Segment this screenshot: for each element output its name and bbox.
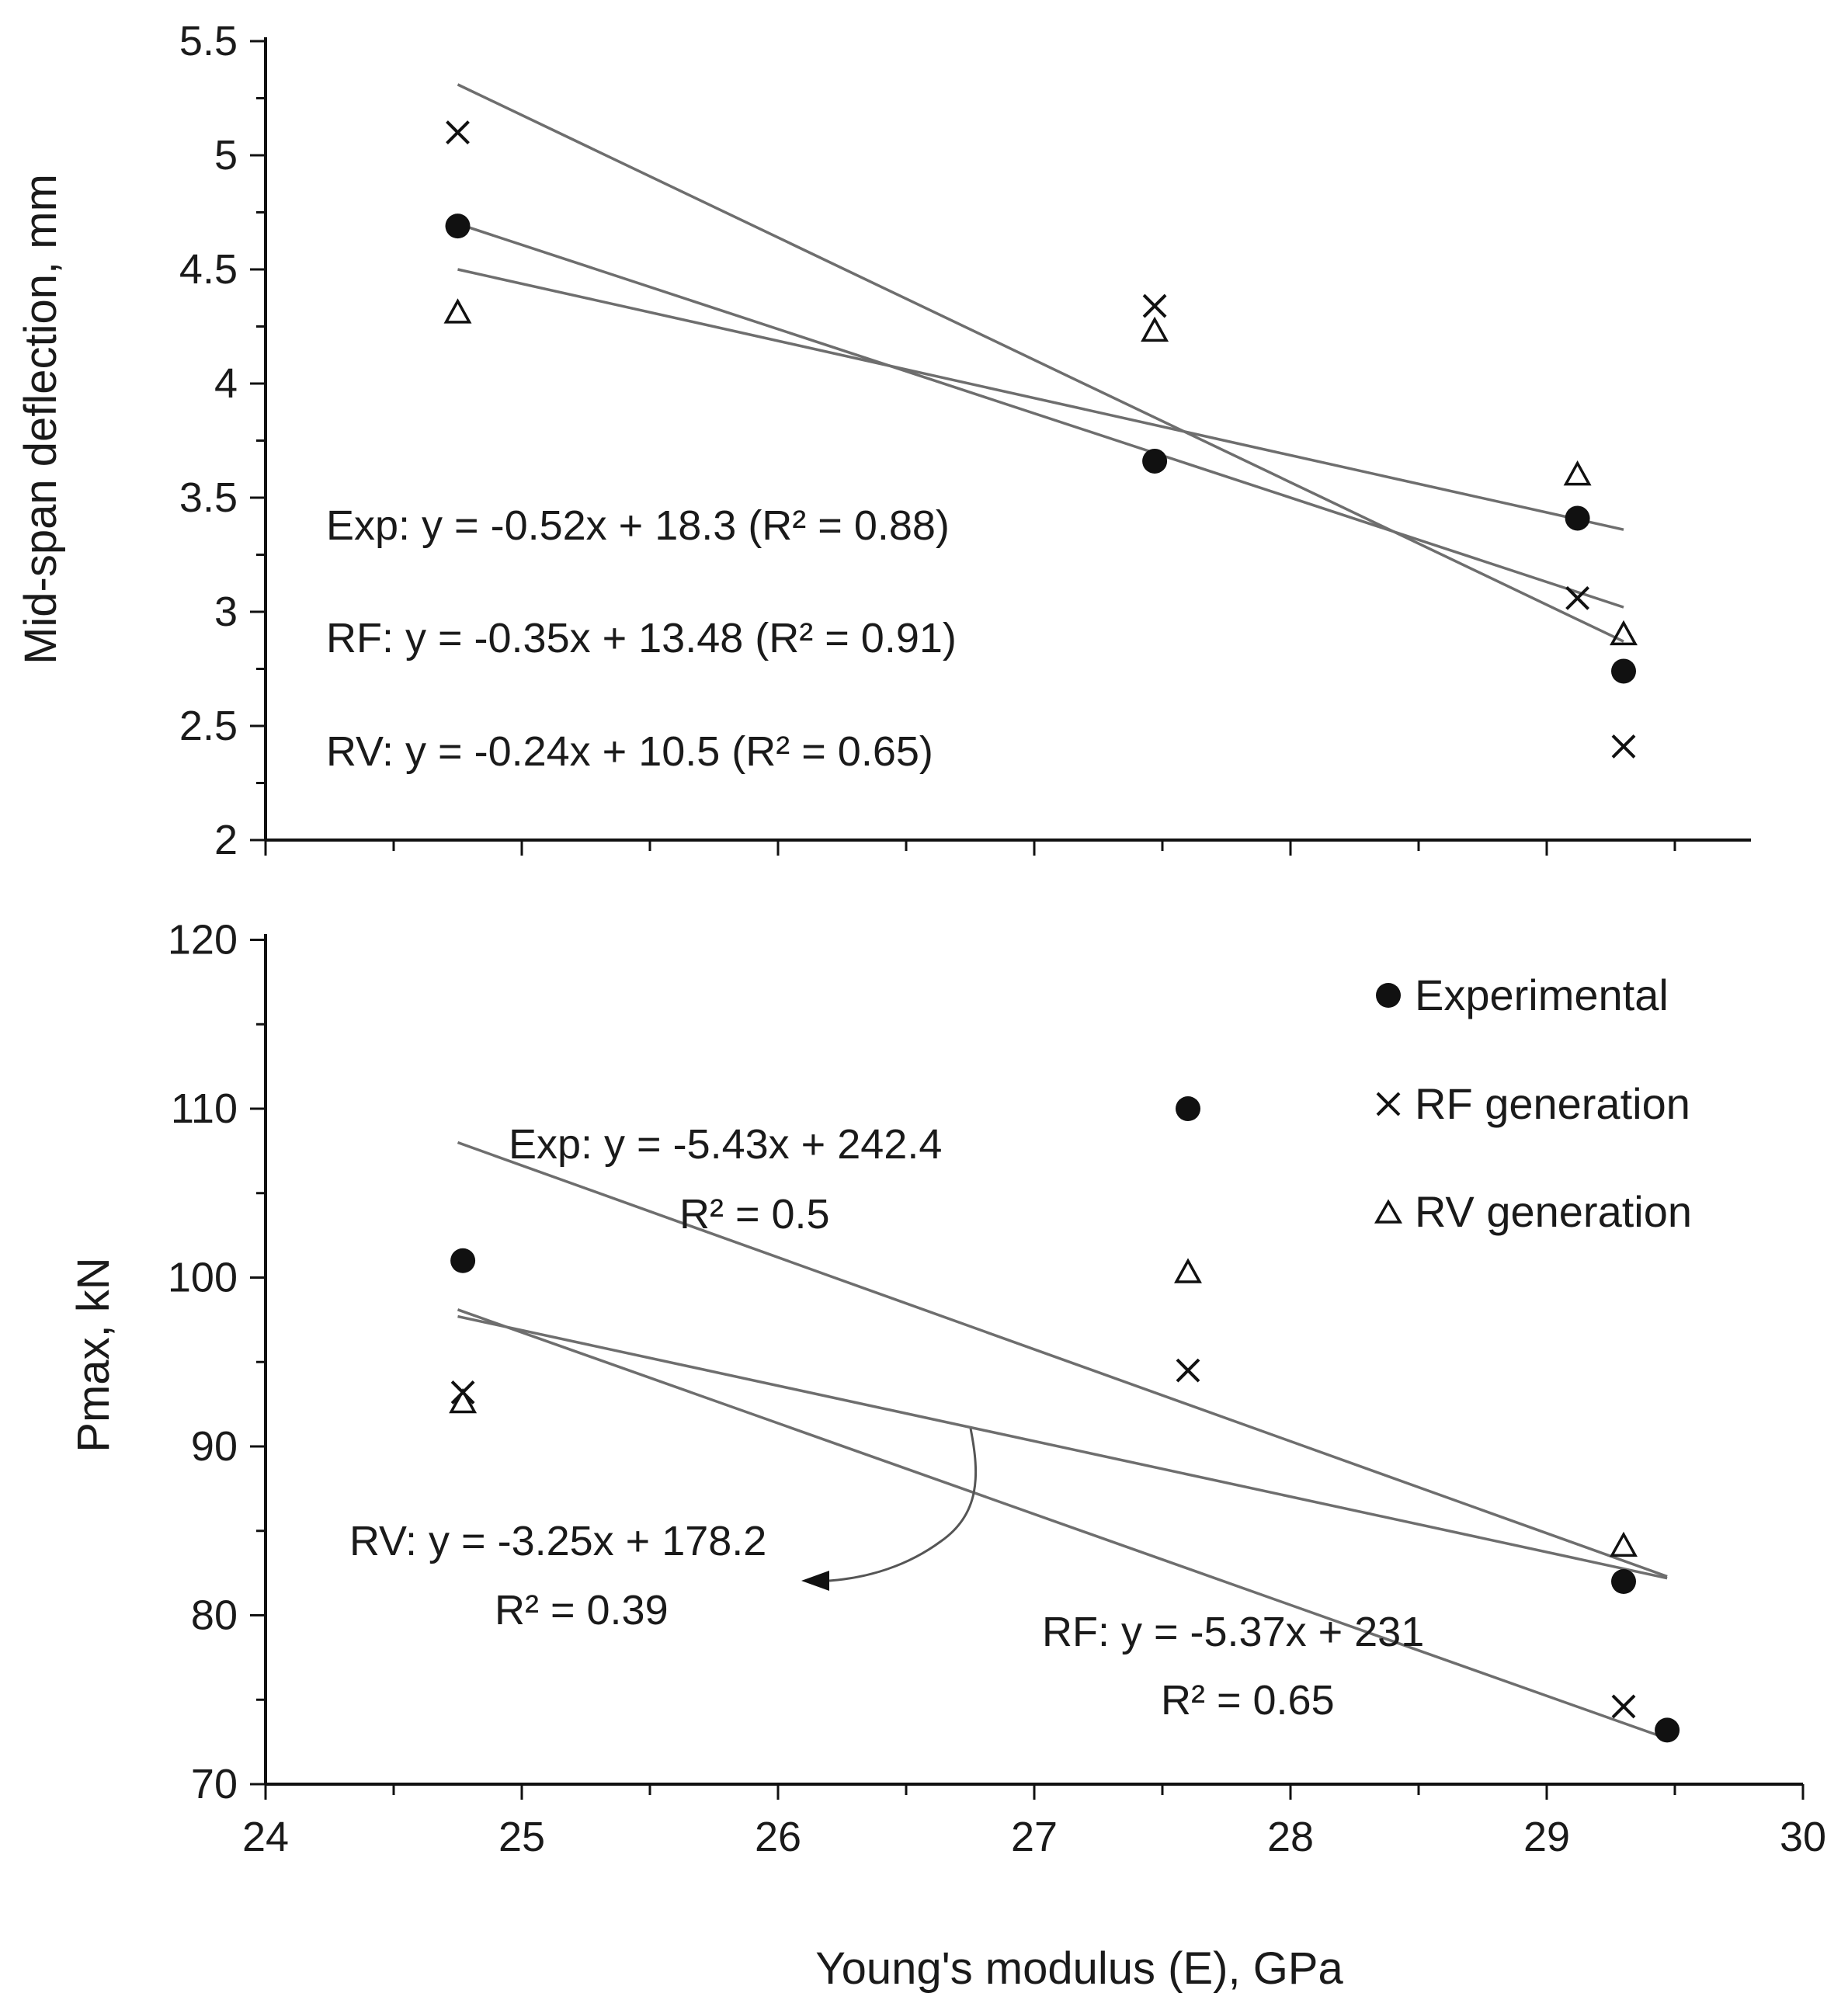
deflection-trendline-rv-generation — [457, 268, 1624, 531]
pmax-y-tick-label: 70 — [191, 1761, 238, 1807]
deflection-y-tick-label: 4.5 — [179, 246, 238, 293]
deflection-point-rv-generation — [1563, 460, 1592, 486]
x-tick-label: 27 — [1011, 1814, 1058, 1860]
legend-rv-label: RV generation — [1415, 1187, 1692, 1236]
pmax-point-experimental — [450, 1248, 476, 1273]
legend-rf-label: RF generation — [1415, 1079, 1690, 1128]
pmax-point-experimental — [1611, 1569, 1636, 1594]
deflection-y-tick-label: 3.5 — [179, 474, 238, 521]
legend-rv-marker — [1374, 1199, 1403, 1224]
deflection-point-experimental — [1142, 448, 1168, 474]
deflection-point-rf-generation — [1142, 293, 1167, 318]
pmax-exp-equation: Exp: y = -5.43x + 242.4 — [509, 1121, 942, 1168]
pmax-panel: 70 80 90 100 110 120 24 25 26 27 28 29 30 Pmax, kN Y… — [68, 917, 1826, 1995]
pmax-point-rf-generation — [1611, 1694, 1636, 1719]
rv-callout-arrow — [828, 1428, 978, 1582]
pmax-rf-equation: RF: y = -5.37x + 231 — [1042, 1609, 1424, 1655]
pmax-rv-r2: R² = 0.39 — [495, 1587, 669, 1634]
deflection-y-tick-label: 5 — [214, 132, 238, 179]
rv-callout-arrowhead — [801, 1571, 829, 1591]
deflection-point-experimental — [1565, 505, 1590, 531]
x-tick-label: 26 — [755, 1814, 801, 1860]
pmax-y-tick-label: 110 — [171, 1085, 238, 1132]
pmax-point-rv-generation — [1174, 1258, 1202, 1283]
pmax-point-rv-generation — [449, 1387, 478, 1414]
pmax-axes: 70 80 90 100 110 120 24 25 26 27 28 29 30 — [168, 917, 1826, 1861]
deflection-rv-equation: RV: y = -0.24x + 10.5 (R² = 0.65) — [326, 728, 933, 775]
deflection-exp-equation: Exp: y = -0.52x + 18.3 (R² = 0.88) — [326, 502, 950, 549]
deflection-data-points — [443, 120, 1638, 759]
pmax-data-points — [449, 1096, 1680, 1743]
pmax-exp-r2: R² = 0.5 — [679, 1191, 830, 1238]
legend: Experimental RF generation RV generation — [1374, 970, 1692, 1236]
deflection-y-tick-label: 2 — [214, 817, 238, 863]
deflection-y-tick-label: 5.5 — [179, 18, 238, 64]
x-tick-label: 25 — [498, 1814, 545, 1860]
pmax-y-tick-label: 90 — [191, 1423, 238, 1470]
deflection-axes: 2 2.5 3 3.5 4 4.5 5 5.5 — [179, 18, 1751, 863]
x-tick-label: 24 — [242, 1814, 289, 1860]
x-tick-label: 30 — [1780, 1814, 1826, 1860]
deflection-point-rv-generation — [1141, 316, 1169, 342]
deflection-y-axis-title: Mid-span deflection, mm — [16, 174, 66, 665]
deflection-panel: 2 2.5 3 3.5 4 4.5 5 5.5 Mid-span deflection, mm… — [16, 18, 1751, 863]
deflection-point-rf-generation — [446, 120, 470, 145]
pmax-point-experimental — [1176, 1096, 1200, 1121]
pmax-y-tick-label: 120 — [168, 917, 238, 964]
deflection-point-rf-generation — [1565, 585, 1590, 610]
legend-experimental-label: Experimental — [1415, 970, 1669, 1019]
deflection-point-experimental — [445, 214, 471, 239]
pmax-trendline-rv-generation — [457, 1314, 1668, 1580]
deflection-point-rv-generation — [1610, 620, 1638, 646]
pmax-y-axis-title: Pmax, kN — [68, 1257, 119, 1452]
pmax-point-rv-generation — [1610, 1531, 1638, 1557]
deflection-y-tick-label: 3 — [214, 589, 238, 635]
pmax-rv-equation: RV: y = -3.25x + 178.2 — [349, 1518, 766, 1564]
deflection-trendlines — [457, 83, 1624, 643]
deflection-trendline-rf-generation — [457, 83, 1624, 643]
pmax-trendline-experimental — [457, 1141, 1668, 1578]
pmax-point-experimental — [1655, 1717, 1680, 1743]
pmax-trendline-rf-generation — [457, 1308, 1668, 1740]
x-tick-label: 28 — [1267, 1814, 1314, 1860]
deflection-y-tick-label: 4 — [214, 360, 238, 407]
pmax-y-tick-label: 80 — [191, 1592, 238, 1639]
deflection-point-rf-generation — [1611, 734, 1636, 759]
legend-rf-marker — [1376, 1092, 1401, 1116]
pmax-point-rf-generation — [1176, 1358, 1200, 1383]
deflection-point-rv-generation — [443, 298, 472, 324]
deflection-trendline-experimental — [457, 222, 1624, 609]
pmax-trendlines — [457, 1141, 1668, 1740]
pmax-rf-r2: R² = 0.65 — [1161, 1677, 1335, 1724]
deflection-rf-equation: RF: y = -0.35x + 13.48 (R² = 0.91) — [326, 615, 957, 661]
x-axis-title: Young's modulus (E), GPa — [815, 1943, 1343, 1994]
deflection-point-experimental — [1611, 658, 1636, 684]
pmax-y-tick-label: 100 — [168, 1255, 238, 1301]
deflection-y-tick-label: 2.5 — [179, 703, 238, 749]
x-tick-label: 29 — [1523, 1814, 1570, 1860]
legend-experimental-marker — [1376, 983, 1401, 1008]
